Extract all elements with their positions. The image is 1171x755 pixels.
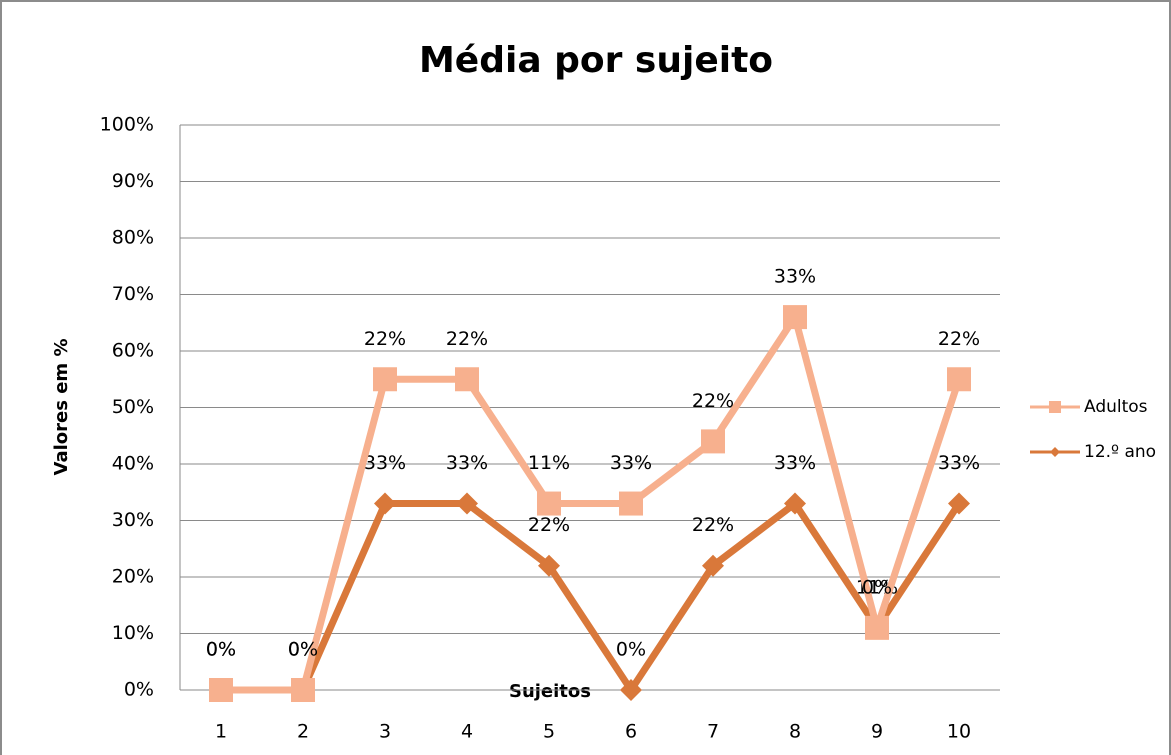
point xyxy=(619,491,643,516)
point xyxy=(209,678,233,702)
data-label: 33% xyxy=(774,266,816,288)
data-label: 22% xyxy=(692,514,734,536)
series-line xyxy=(221,500,962,694)
point xyxy=(702,554,724,577)
data-label: 22% xyxy=(364,328,406,350)
series-line xyxy=(221,313,963,694)
legend-marker xyxy=(1050,447,1060,457)
data-label: 33% xyxy=(610,452,652,474)
y-tick-label: 80% xyxy=(112,227,154,249)
legend-marker xyxy=(1049,401,1061,413)
y-axis-title: Valores em % xyxy=(51,339,72,476)
x-tick-label: 4 xyxy=(461,721,473,743)
x-tick-label: 5 xyxy=(543,721,555,743)
point xyxy=(538,554,560,577)
point xyxy=(620,679,642,701)
data-label: 33% xyxy=(774,452,816,474)
x-axis-title: Sujeitos xyxy=(509,681,591,702)
y-tick-label: 90% xyxy=(112,170,154,192)
data-label: 0% xyxy=(616,639,646,661)
x-tick-label: 8 xyxy=(789,721,801,743)
point xyxy=(865,615,889,640)
y-tick-label: 70% xyxy=(112,283,154,305)
y-tick-label: 30% xyxy=(112,509,154,531)
data-label: 33% xyxy=(364,452,406,474)
data-label: 0% xyxy=(206,639,236,661)
point xyxy=(947,367,971,392)
data-label: 22% xyxy=(528,514,570,536)
y-tick-label: 100% xyxy=(100,114,154,136)
x-tick-label: 3 xyxy=(379,721,391,743)
point xyxy=(374,492,396,515)
point xyxy=(456,492,478,515)
legend-label: 12.º ano xyxy=(1084,442,1156,462)
data-label: 22% xyxy=(938,328,980,350)
data-label: 33% xyxy=(938,452,980,474)
point xyxy=(948,492,970,515)
chart-title: Média por sujeito xyxy=(419,40,773,81)
y-tick-label: 60% xyxy=(112,340,154,362)
y-tick-label: 20% xyxy=(112,566,154,588)
point xyxy=(701,429,725,454)
data-label: 22% xyxy=(446,328,488,350)
data-label: 22% xyxy=(692,390,734,412)
data-label: 0% xyxy=(206,639,236,661)
point xyxy=(537,491,561,516)
legend-label: Adultos xyxy=(1084,397,1148,417)
data-label: 33% xyxy=(446,452,488,474)
data-label: 0% xyxy=(288,639,318,661)
x-tick-label: 9 xyxy=(871,721,883,743)
data-label: 11% xyxy=(528,452,570,474)
x-tick-label: 6 xyxy=(625,721,637,743)
y-tick-label: 40% xyxy=(112,453,154,475)
point xyxy=(783,305,807,330)
x-tick-label: 10 xyxy=(947,721,971,743)
y-tick-label: 0% xyxy=(124,679,154,701)
point xyxy=(291,678,315,702)
data-label: 0% xyxy=(862,576,892,598)
point xyxy=(455,367,479,392)
y-tick-label: 10% xyxy=(112,622,154,644)
x-tick-label: 7 xyxy=(707,721,719,743)
point xyxy=(784,492,806,515)
y-tick-label: 50% xyxy=(112,396,154,418)
x-tick-label: 1 xyxy=(215,721,227,743)
point xyxy=(373,367,397,392)
x-tick-label: 2 xyxy=(297,721,309,743)
